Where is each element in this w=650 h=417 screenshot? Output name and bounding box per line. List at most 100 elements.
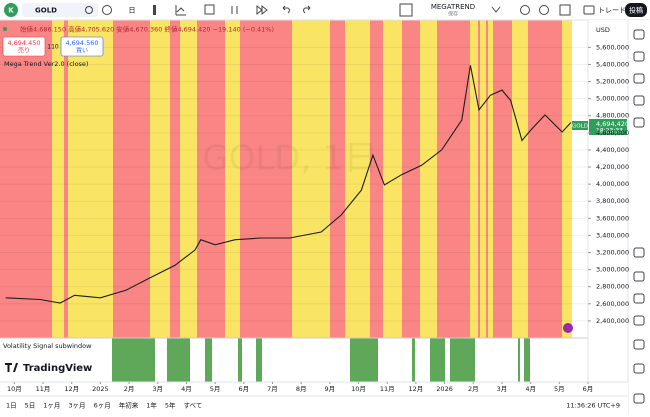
signal-band	[68, 20, 113, 338]
avatar[interactable]	[4, 3, 18, 17]
range-button[interactable]: 5日	[25, 402, 36, 410]
y-tick-label: 4,200,000	[596, 163, 629, 171]
alert-icon[interactable]	[231, 6, 238, 14]
signal-band	[0, 20, 52, 338]
sidebar-icon[interactable]	[633, 339, 645, 350]
price-plot	[0, 46, 588, 322]
range-button[interactable]: 1日	[6, 402, 17, 410]
snapshot-icon[interactable]	[583, 5, 595, 15]
layout-name[interactable]: MEGATREND	[431, 3, 475, 11]
range-buttons: 1日 5日 1ヶ月 3ヶ月 6ヶ月 年初来 1年 5年 すべて	[6, 401, 202, 410]
volatility-bar	[524, 338, 530, 382]
y-tick-label: 2,800,000	[596, 283, 629, 291]
signal-band	[197, 20, 225, 338]
right-sidebar	[628, 20, 650, 413]
range-button[interactable]: 年初来	[119, 401, 139, 410]
subwindow-title[interactable]: Volatility Signal subwindow	[3, 342, 92, 350]
sidebar-icon[interactable]	[633, 271, 645, 282]
publish-label: 投稿	[629, 6, 643, 15]
sidebar-icon[interactable]	[633, 393, 645, 404]
signal-band	[64, 20, 68, 338]
x-tick-label: 6月	[583, 385, 594, 393]
logo-text: TradingView	[23, 363, 92, 374]
volatility-bar	[518, 338, 520, 382]
layout-menu-icon[interactable]	[491, 6, 501, 13]
layout-grid-icon[interactable]	[399, 3, 413, 17]
y-tick-label: 4,400,000	[596, 146, 629, 154]
indicators-icon[interactable]	[175, 5, 186, 16]
range-button[interactable]: 1ヶ月	[43, 402, 60, 410]
y-tick-label: 3,800,000	[596, 197, 629, 205]
layout-icon[interactable]	[204, 4, 215, 15]
sidebar-icon[interactable]	[633, 117, 645, 128]
sell-button[interactable]	[2, 36, 46, 57]
currency: USD	[596, 26, 610, 34]
volatility-bar	[238, 338, 242, 382]
candle-type-icon[interactable]	[153, 5, 156, 15]
sidebar-icon[interactable]	[633, 51, 645, 62]
settings-icon[interactable]	[539, 5, 549, 15]
symbol-search[interactable]	[22, 3, 98, 17]
publish-button[interactable]	[625, 3, 647, 17]
signal-band	[437, 20, 470, 338]
signal-band	[420, 20, 437, 338]
spread: 110	[47, 44, 59, 51]
volatility-bar	[167, 338, 190, 382]
buy-price: 4,694.560	[65, 39, 98, 47]
signal-band	[486, 20, 488, 338]
range-button[interactable]: 1年	[146, 401, 157, 410]
quick-search-icon[interactable]	[520, 5, 530, 15]
y-tick-label: 3,600,000	[596, 214, 629, 222]
last-price-badge	[589, 119, 627, 135]
x-tick-label: 9月	[325, 385, 336, 393]
buy-button[interactable]	[60, 36, 104, 57]
sidebar-icon[interactable]	[633, 29, 645, 40]
signal-band	[113, 20, 150, 338]
range-button[interactable]: 3ヶ月	[68, 402, 85, 410]
sidebar-icon[interactable]	[633, 95, 645, 106]
add-symbol-icon[interactable]	[102, 5, 112, 15]
range-button[interactable]: すべて	[183, 402, 202, 410]
replay-icon[interactable]	[256, 4, 268, 16]
undo-icon[interactable]	[282, 5, 290, 14]
volatility-bar	[450, 338, 475, 382]
x-tick-label: 6月	[238, 385, 249, 393]
save-status: 保存	[448, 11, 458, 18]
compare-icon[interactable]	[85, 6, 93, 14]
y-tick-label: 4,800,000	[596, 112, 629, 120]
signal-band	[180, 20, 197, 338]
fullscreen-icon[interactable]	[559, 4, 571, 16]
signal-band	[225, 20, 240, 338]
volatility-bar	[205, 338, 212, 382]
indicator-label[interactable]: Mega Trend Ver2.0 (close)	[4, 60, 88, 68]
sidebar-icon[interactable]	[633, 293, 645, 304]
signal-band	[383, 20, 402, 338]
trade-button[interactable]: トレード	[598, 7, 626, 15]
x-tick-label: 2月	[124, 385, 135, 393]
interval[interactable]: 日	[129, 7, 136, 15]
avatar-letter: K	[8, 7, 14, 15]
sidebar-icon[interactable]	[633, 73, 645, 84]
y-tick-label: 3,200,000	[596, 249, 629, 257]
volatility-bar	[412, 338, 415, 382]
y-tick-label: 5,600,000	[596, 43, 629, 51]
ohlc: 始値4,686.150 高値4,705.620 安値4,670.360 終値4,…	[20, 25, 274, 34]
event-marker[interactable]	[563, 323, 573, 333]
x-tick-label: 4月	[181, 385, 192, 393]
sidebar-icon[interactable]	[633, 247, 645, 258]
signal-band	[493, 20, 512, 338]
logo: TradingView	[5, 363, 92, 374]
range-button[interactable]: 5年	[165, 401, 176, 410]
x-tick-label: 2026	[436, 385, 453, 393]
time-axis	[0, 382, 628, 396]
sidebar-icon[interactable]	[633, 315, 645, 326]
redo-icon[interactable]	[303, 5, 311, 14]
x-tick-label: 2025	[92, 385, 109, 393]
last-price: 4,694,420	[596, 120, 629, 128]
range-button[interactable]: 6ヶ月	[94, 402, 111, 410]
sidebar-icon[interactable]	[633, 363, 645, 374]
signal-background	[0, 20, 572, 338]
signal-band	[150, 20, 170, 338]
buy-label: 買い	[76, 48, 88, 55]
